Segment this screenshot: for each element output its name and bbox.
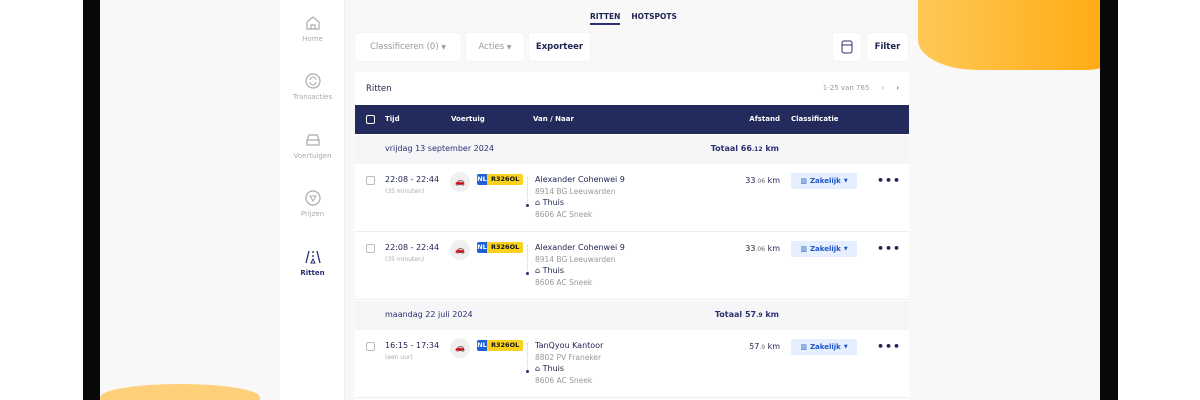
price-icon (304, 190, 321, 206)
route: Alexander Cohenwei 9 8914 BG Leeuwarden … (526, 242, 625, 288)
select-all-checkbox[interactable] (366, 115, 375, 124)
chevron-down-icon: ▼ (843, 246, 848, 252)
route-from-address: 8914 BG Leeuwarden (535, 254, 616, 264)
route-to: Thuis (542, 198, 565, 207)
date-group: vrijdag 13 september 2024 Totaal 66.12 k… (355, 135, 909, 164)
row-checkbox[interactable] (366, 244, 375, 253)
building-icon: ▥ (800, 245, 807, 253)
tab-hotspots[interactable]: HOTSPOTS (631, 12, 677, 21)
vehicle-avatar-icon: 🚗 (450, 172, 470, 192)
row-checkbox[interactable] (366, 176, 375, 185)
route: TanQyou Kantoor 8802 PV Franeker ⌂ Thuis… (526, 340, 604, 386)
table-row[interactable]: 16:15 - 17:34 (een uur) 🚗 NL R326OL TanQy… (355, 331, 909, 398)
column-distance[interactable]: Afstand (749, 115, 780, 123)
route-to-address: 8606 AC Sneek (535, 209, 593, 219)
classification-dropdown[interactable]: ▥ Zakelijk ▼ (791, 173, 857, 189)
chevron-down-icon: ▼ (843, 344, 848, 350)
trip-time: 16:15 - 17:34 (385, 341, 440, 350)
card-title: Ritten (366, 84, 392, 94)
pagination: 1-25 van 765 ‹ › (822, 84, 899, 92)
filter-button[interactable]: Filter (867, 33, 908, 61)
route-from: Alexander Cohenwei 9 (535, 175, 625, 184)
column-route[interactable]: Van / Naar (533, 115, 574, 123)
route-dot-icon (526, 272, 529, 275)
trip-distance: 33.06 km (745, 176, 780, 185)
trip-time: 22:08 - 22:44 (385, 243, 440, 252)
classification-dropdown[interactable]: ▥ Zakelijk ▼ (791, 241, 857, 257)
more-options-icon[interactable]: ••• (877, 174, 902, 187)
tabs: RITTEN HOTSPOTS (590, 12, 677, 25)
chevron-down-icon: ▼ (843, 178, 848, 184)
column-vehicle[interactable]: Voertuig (451, 115, 485, 123)
route-from-address: 8802 PV Franeker (535, 352, 602, 362)
route-to-address: 8606 AC Sneek (535, 277, 593, 287)
sidebar-item-voertuigen[interactable]: Voertuigen (280, 131, 345, 160)
route-dot-icon (526, 204, 529, 207)
prev-page-icon[interactable]: ‹ (881, 84, 885, 92)
trips-card: Ritten 1-25 van 765 ‹ › Tijd Voertuig Va… (355, 72, 909, 400)
next-page-icon[interactable]: › (896, 84, 899, 92)
calendar-icon (841, 40, 853, 54)
table-row[interactable]: 22:08 - 22:44 (35 minuten) 🚗 NL R326OL Al… (355, 165, 909, 232)
chevron-down-icon: ▼ (506, 43, 512, 51)
classify-dropdown[interactable]: Classificeren (0) ▼ (355, 33, 461, 61)
table-row[interactable]: 22:08 - 22:44 (35 minuten) 🚗 NL R326OL Al… (355, 233, 909, 300)
trip-distance: 57.9 km (749, 342, 780, 351)
home-icon: ⌂ (535, 364, 543, 373)
trip-time: 22:08 - 22:44 (385, 175, 440, 184)
chevron-down-icon: ▼ (441, 43, 446, 51)
sidebar-item-ritten[interactable]: Ritten (280, 248, 345, 277)
trip-duration: (35 minuten) (385, 188, 425, 195)
route-from-address: 8914 BG Leeuwarden (535, 186, 616, 196)
road-icon (304, 250, 321, 264)
trip-distance: 33.06 km (745, 244, 780, 253)
row-checkbox[interactable] (366, 342, 375, 351)
trip-duration: (een uur) (385, 354, 413, 361)
transactions-icon (304, 73, 321, 89)
building-icon: ▥ (800, 177, 807, 185)
home-icon: ⌂ (535, 266, 543, 275)
column-classification[interactable]: Classificatie (791, 115, 839, 123)
sidebar: Home Transacties Voertuigen Prijzen Ritt… (280, 0, 345, 400)
car-icon (305, 134, 320, 146)
sidebar-item-transacties[interactable]: Transacties (280, 72, 345, 101)
export-button[interactable]: Exporteer (529, 33, 590, 61)
more-options-icon[interactable]: ••• (877, 340, 902, 353)
decorative-blob (918, 0, 1100, 70)
vehicle-avatar-icon: 🚗 (450, 338, 470, 358)
decorative-blob (100, 384, 260, 400)
building-icon: ▥ (800, 343, 807, 351)
route-to-address: 8606 AC Sneek (535, 375, 593, 385)
date-group: maandag 22 juli 2024 Totaal 57.9 km (355, 301, 909, 330)
route: Alexander Cohenwei 9 8914 BG Leeuwarden … (526, 174, 625, 220)
route-from: TanQyou Kantoor (535, 341, 604, 350)
trip-duration: (35 minuten) (385, 256, 425, 263)
license-plate: NL R326OL (477, 242, 524, 253)
route-from: Alexander Cohenwei 9 (535, 243, 625, 252)
tab-ritten[interactable]: RITTEN (590, 12, 621, 25)
home-icon (305, 16, 320, 30)
route-to: Thuis (542, 364, 565, 373)
more-options-icon[interactable]: ••• (877, 242, 902, 255)
column-time[interactable]: Tijd (385, 115, 400, 123)
sidebar-item-home[interactable]: Home (280, 14, 345, 43)
classification-dropdown[interactable]: ▥ Zakelijk ▼ (791, 339, 857, 355)
sidebar-item-prijzen[interactable]: Prijzen (280, 189, 345, 218)
table-header: Tijd Voertuig Van / Naar Afstand Classif… (355, 105, 909, 134)
calendar-button[interactable] (833, 33, 861, 61)
vehicle-avatar-icon: 🚗 (450, 240, 470, 260)
screen: Home Transacties Voertuigen Prijzen Ritt… (100, 0, 1100, 400)
route-to: Thuis (542, 266, 565, 275)
license-plate: NL R326OL (477, 174, 524, 185)
actions-dropdown[interactable]: Acties ▼ (466, 33, 524, 61)
route-dot-icon (526, 370, 529, 373)
license-plate: NL R326OL (477, 340, 524, 351)
home-icon: ⌂ (535, 198, 543, 207)
